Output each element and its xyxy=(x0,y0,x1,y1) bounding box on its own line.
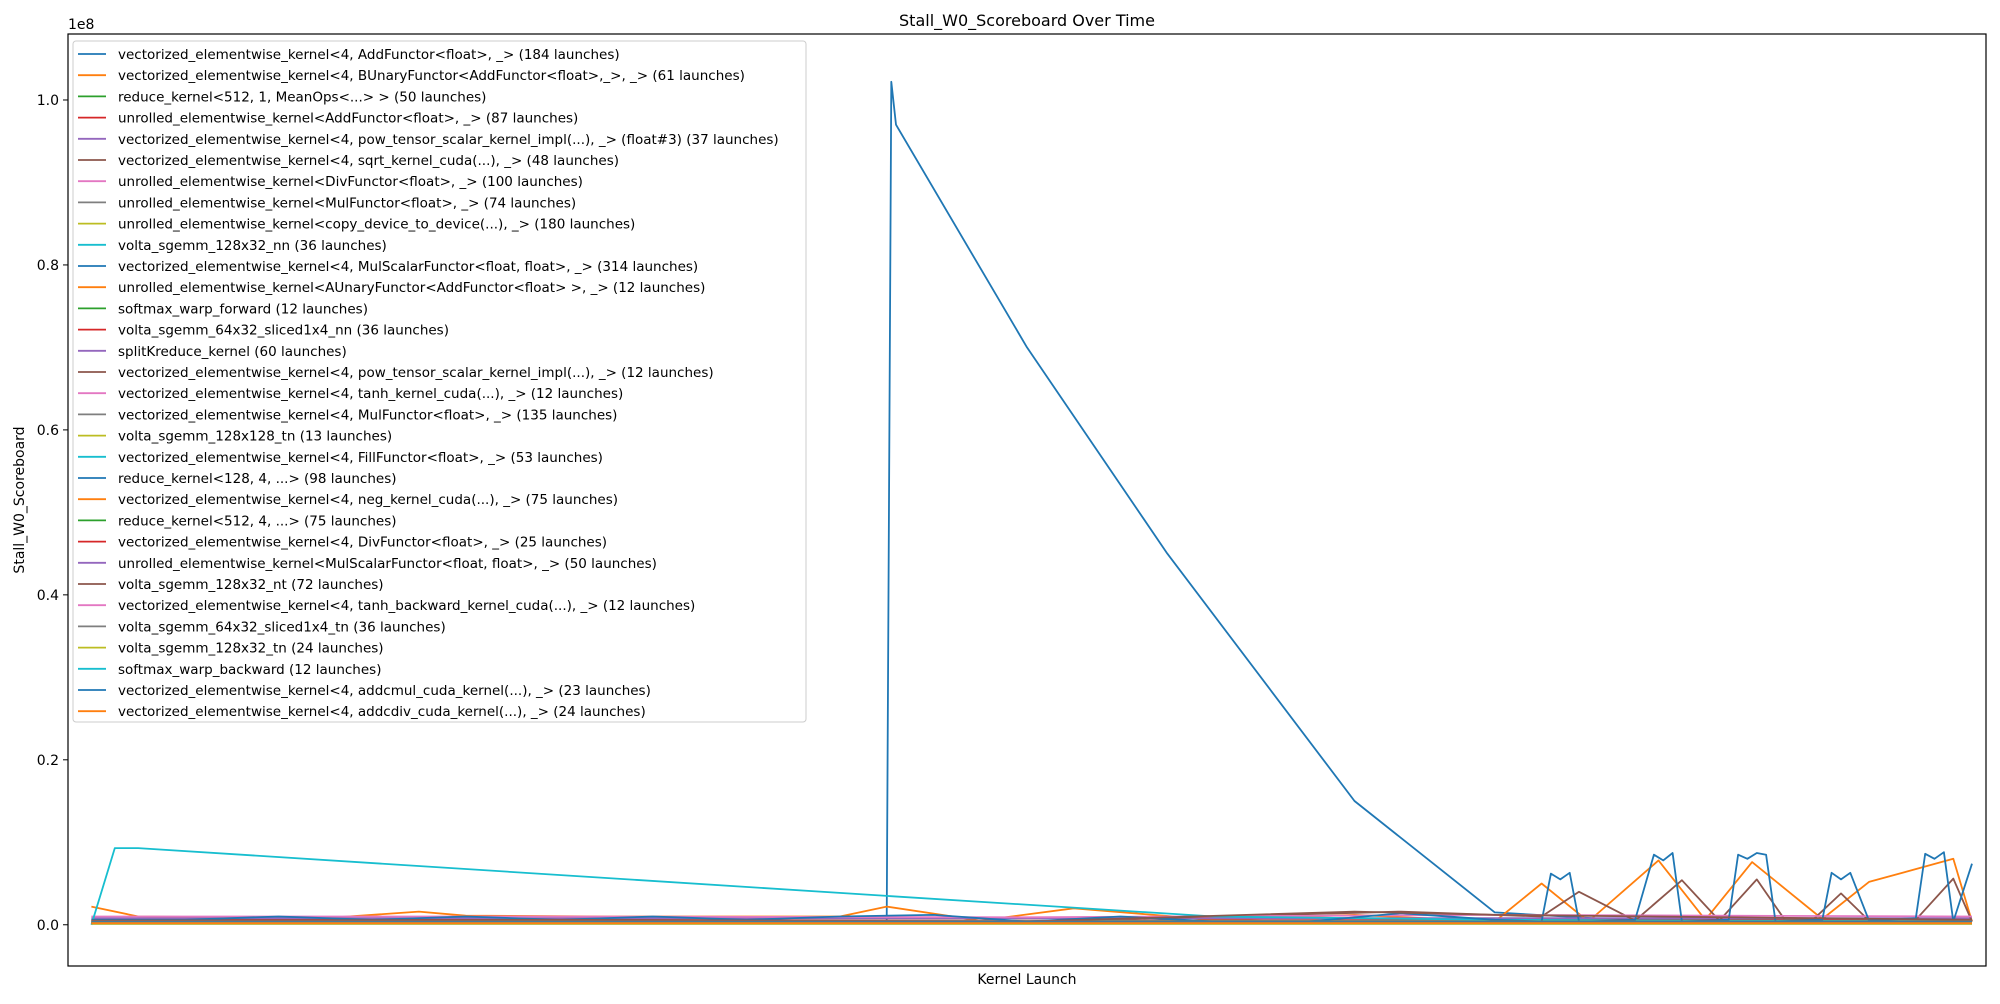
legend-entry-label: vectorized_elementwise_kernel<4, BUnaryF… xyxy=(118,68,745,84)
legend-entry-label: softmax_warp_forward (12 launches) xyxy=(118,301,368,317)
legend-entry-label: unrolled_elementwise_kernel<copy_device_… xyxy=(118,217,635,233)
y-axis-ticks: 0.0 0.2 0.4 0.6 0.8 1.0 xyxy=(37,93,68,934)
legend-entry-label: unrolled_elementwise_kernel<AddFunctor<f… xyxy=(118,111,578,127)
legend-entry-label: vectorized_elementwise_kernel<4, AddFunc… xyxy=(118,47,620,63)
y-axis-scale-label: 1e8 xyxy=(68,17,94,33)
y-tick-label: 0.4 xyxy=(37,588,59,604)
legend-entry-label: reduce_kernel<128, 4, ...> (98 launches) xyxy=(118,471,397,487)
y-tick-label: 0.8 xyxy=(37,258,59,274)
legend: vectorized_elementwise_kernel<4, AddFunc… xyxy=(72,40,807,723)
series-line-7 xyxy=(91,914,1973,919)
legend-entry-label: volta_sgemm_128x32_tn (24 launches) xyxy=(118,641,384,657)
legend-entry-label: vectorized_elementwise_kernel<4, FillFun… xyxy=(118,450,603,466)
legend-entry-label: vectorized_elementwise_kernel<4, MulFunc… xyxy=(118,407,617,423)
x-axis-label: Kernel Launch xyxy=(977,972,1076,988)
legend-entry-label: vectorized_elementwise_kernel<4, addcdiv… xyxy=(118,704,646,720)
legend-entry-label: volta_sgemm_128x32_nn (36 launches) xyxy=(118,238,387,254)
y-tick-label: 0.2 xyxy=(37,753,59,769)
chart-title: Stall_W0_Scoreboard Over Time xyxy=(899,11,1155,31)
legend-entry-label: vectorized_elementwise_kernel<4, sqrt_ke… xyxy=(118,153,619,169)
legend-entry-label: softmax_warp_backward (12 launches) xyxy=(118,662,381,678)
y-tick-label: 1.0 xyxy=(37,93,59,109)
legend-entry-label: reduce_kernel<512, 1, MeanOps<...> > (50… xyxy=(118,89,486,105)
legend-box xyxy=(72,40,807,723)
series-line-16 xyxy=(91,910,1973,923)
legend-entry-label: vectorized_elementwise_kernel<4, neg_ker… xyxy=(118,492,618,508)
legend-entry-label: vectorized_elementwise_kernel<4, addcmul… xyxy=(118,683,651,699)
legend-entry-label: unrolled_elementwise_kernel<AUnaryFuncto… xyxy=(118,280,705,296)
legend-entry-label: volta_sgemm_64x32_sliced1x4_tn (36 launc… xyxy=(118,619,446,635)
legend-entry-label: unrolled_elementwise_kernel<MulScalarFun… xyxy=(118,556,657,572)
legend-entry-label: vectorized_elementwise_kernel<4, MulScal… xyxy=(118,259,698,275)
legend-entry-label: reduce_kernel<512, 4, ...> (75 launches) xyxy=(118,513,397,529)
legend-entry-label: vectorized_elementwise_kernel<4, pow_ten… xyxy=(118,365,714,381)
legend-entry-label: volta_sgemm_128x32_nt (72 launches) xyxy=(118,577,384,593)
legend-entry-label: vectorized_elementwise_kernel<4, pow_ten… xyxy=(118,132,779,148)
y-axis-label: Stall_W0_Scoreboard xyxy=(12,426,28,573)
axes-frame xyxy=(67,33,1987,967)
legend-entry-label: unrolled_elementwise_kernel<DivFunctor<f… xyxy=(118,174,583,190)
legend-entry-label: volta_sgemm_64x32_sliced1x4_nn (36 launc… xyxy=(118,323,449,339)
legend-entry-label: vectorized_elementwise_kernel<4, tanh_ke… xyxy=(118,386,623,402)
series-layer xyxy=(90,80,1973,926)
y-tick-label: 0.6 xyxy=(37,423,59,439)
legend-entry-label: unrolled_elementwise_kernel<MulFunctor<f… xyxy=(118,195,576,211)
y-tick-label: 0.0 xyxy=(37,918,59,934)
legend-entry-label: volta_sgemm_128x128_tn (13 launches) xyxy=(118,429,392,445)
legend-entry-label: splitKreduce_kernel (60 launches) xyxy=(118,344,347,360)
legend-entry-label: vectorized_elementwise_kernel<4, DivFunc… xyxy=(118,535,607,551)
legend-entry-label: vectorized_elementwise_kernel<4, tanh_ba… xyxy=(118,598,695,614)
